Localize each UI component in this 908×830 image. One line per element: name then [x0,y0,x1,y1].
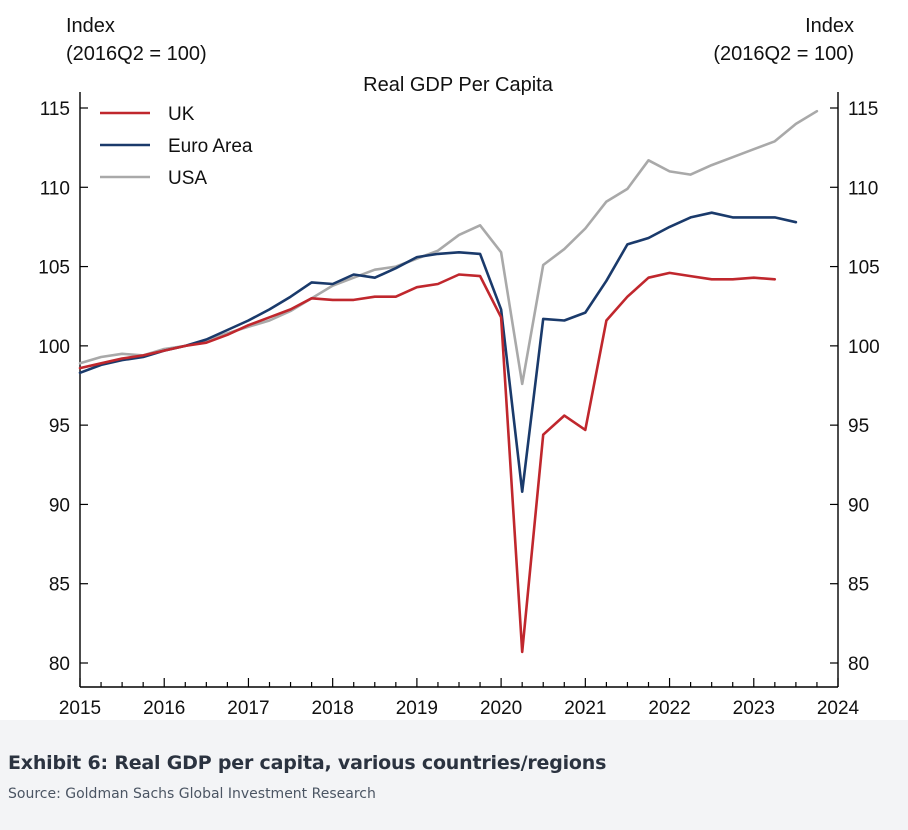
legend-label-uk: UK [168,104,195,125]
legend-label-euro-area: Euro Area [168,136,253,157]
y-tick-label-right: 115 [848,99,878,120]
chart-svg: Index (2016Q2 = 100) Index (2016Q2 = 100… [38,15,880,719]
y-tick-label-left: 80 [49,654,70,675]
y-tick-label-left: 110 [40,178,70,199]
x-tick-label: 2020 [480,698,522,719]
x-tick-label: 2023 [733,698,775,719]
left-axis-label-line2: (2016Q2 = 100) [66,43,207,65]
chart-figure: Index (2016Q2 = 100) Index (2016Q2 = 100… [0,0,908,720]
x-tick-label: 2015 [59,698,101,719]
x-tick-label: 2024 [817,698,860,719]
y-tick-label-right: 85 [848,575,869,596]
y-tick-label-left: 85 [49,575,70,596]
axes-layer: 80 80 85 85 90 90 95 95 100 100 105 105 110 110 115 115… [38,92,880,719]
series-line-euro-area [78,211,798,494]
caption-block: Exhibit 6: Real GDP per capita, various … [8,752,898,802]
source-note: Source: Goldman Sachs Global Investment … [8,786,376,802]
x-tick-label: 2022 [648,698,690,719]
x-tick-label: 2018 [312,698,354,719]
y-tick-label-left: 115 [40,99,70,120]
y-tick-label-left: 90 [49,495,70,516]
chart-title: Real GDP Per Capita [363,74,554,96]
y-tick-label-right: 100 [848,337,880,358]
x-tick-label: 2016 [143,698,185,719]
y-tick-label-right: 95 [848,416,869,437]
y-tick-label-left: 95 [49,416,70,437]
x-tick-label: 2021 [564,698,606,719]
y-tick-label-left: 100 [38,337,70,358]
series-line-uk [78,271,777,654]
legend: UK Euro Area USA [100,104,253,189]
left-axis-label-line1: Index [66,15,115,37]
y-tick-label-left: 105 [38,258,70,279]
x-tick-label: 2017 [227,698,269,719]
legend-label-usa: USA [168,168,207,189]
y-tick-label-right: 80 [848,654,869,675]
y-tick-label-right: 90 [848,495,869,516]
right-axis-label-line1: Index [805,15,854,37]
exhibit-title: Exhibit 6: Real GDP per capita, various … [8,752,607,774]
right-axis-label-line2: (2016Q2 = 100) [713,43,854,65]
x-tick-label: 2019 [396,698,438,719]
y-tick-label-right: 110 [848,178,878,199]
y-tick-label-right: 105 [848,258,880,279]
series-layer [78,109,819,654]
